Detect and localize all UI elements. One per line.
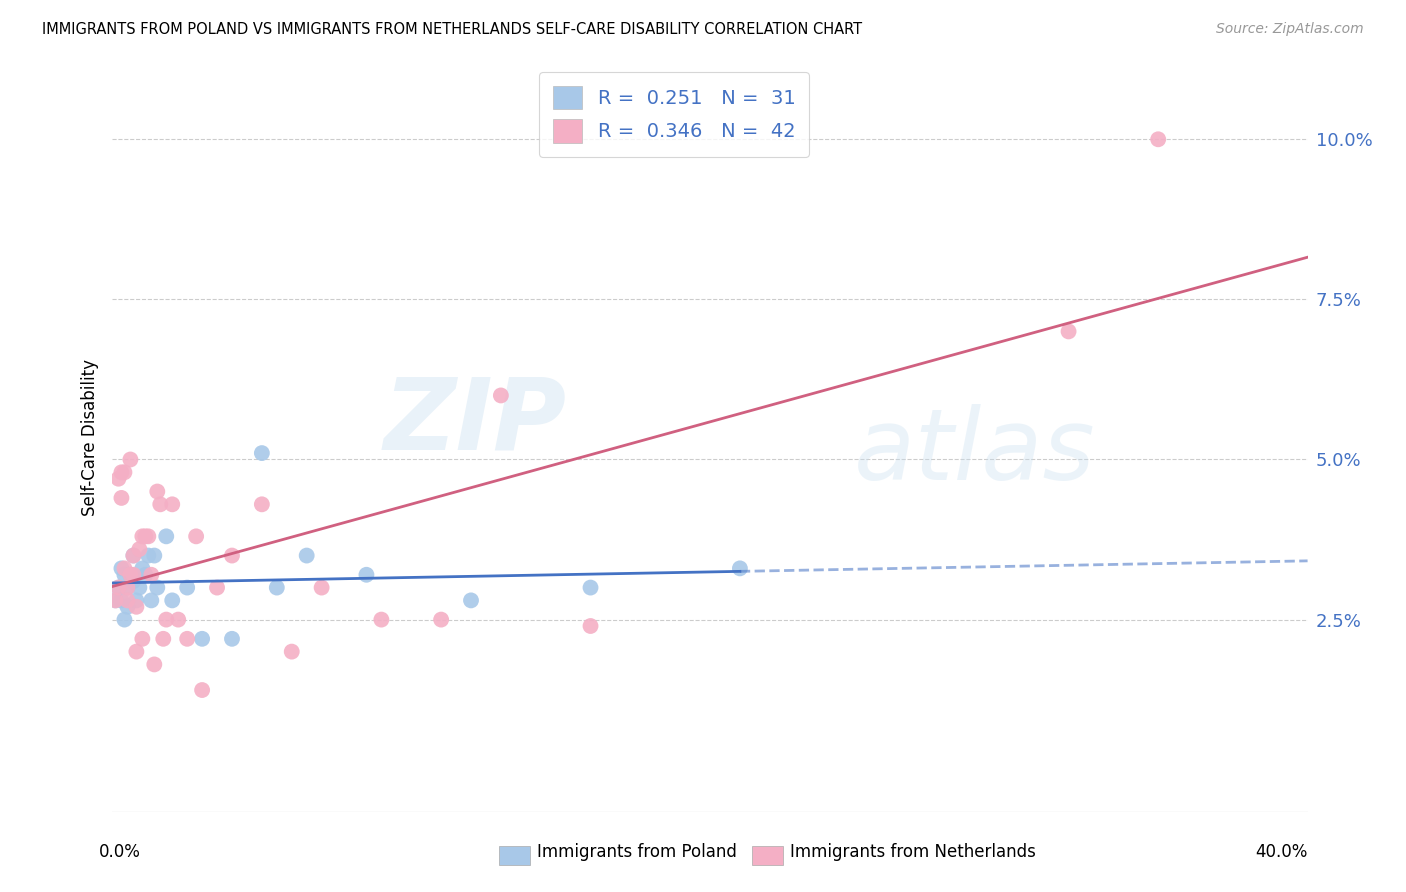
Point (114, 567, 135, 582)
Point (104, 593, 127, 607)
Point (120, 452, 142, 467)
Point (131, 632, 153, 646)
Point (266, 581, 288, 595)
Point (117, 581, 139, 595)
Point (114, 613, 135, 627)
Point (141, 593, 163, 607)
Point (128, 581, 150, 595)
Text: Immigrants from Netherlands: Immigrants from Netherlands (790, 843, 1036, 861)
Y-axis label: Self-Care Disability: Self-Care Disability (80, 359, 98, 516)
Point (138, 549, 160, 563)
Point (143, 549, 166, 563)
Point (117, 581, 139, 595)
Point (122, 574, 145, 589)
Point (460, 593, 482, 607)
Point (430, 613, 453, 627)
Text: Immigrants from Poland: Immigrants from Poland (537, 843, 737, 861)
Point (1147, 132, 1170, 146)
Point (134, 567, 156, 582)
Point (191, 632, 214, 646)
Point (138, 529, 160, 543)
Point (311, 581, 333, 595)
Point (122, 567, 145, 582)
Point (107, 581, 129, 595)
Point (110, 465, 132, 479)
Point (728, 561, 751, 575)
Point (114, 561, 135, 575)
Point (191, 683, 214, 698)
Point (152, 632, 174, 646)
Point (122, 549, 145, 563)
Point (141, 567, 163, 582)
Point (221, 632, 243, 646)
Point (128, 542, 150, 557)
Point (295, 549, 318, 563)
Point (125, 599, 148, 614)
Point (162, 593, 183, 607)
Point (155, 613, 177, 627)
Point (131, 529, 153, 543)
Point (143, 657, 166, 672)
Point (117, 599, 139, 614)
Text: 40.0%: 40.0% (1256, 843, 1308, 861)
Point (162, 497, 183, 511)
Text: IMMIGRANTS FROM POLAND VS IMMIGRANTS FROM NETHERLANDS SELF-CARE DISABILITY CORRE: IMMIGRANTS FROM POLAND VS IMMIGRANTS FRO… (42, 22, 862, 37)
Legend: R =  0.251   N =  31, R =  0.346   N =  42: R = 0.251 N = 31, R = 0.346 N = 42 (540, 72, 808, 157)
Point (125, 593, 148, 607)
Point (579, 581, 602, 595)
Text: 0.0%: 0.0% (98, 843, 141, 861)
Text: atlas: atlas (853, 403, 1095, 500)
Point (107, 581, 129, 595)
Text: ZIP: ZIP (384, 374, 567, 471)
Point (155, 529, 177, 543)
Point (120, 567, 142, 582)
Point (250, 497, 273, 511)
Point (131, 561, 153, 575)
Point (221, 549, 243, 563)
Point (205, 581, 228, 595)
Point (489, 388, 512, 402)
Point (186, 529, 208, 543)
Point (149, 497, 172, 511)
Point (114, 465, 135, 479)
Point (122, 549, 145, 563)
Point (104, 593, 127, 607)
Point (117, 593, 139, 607)
Point (167, 613, 190, 627)
Point (146, 581, 169, 595)
Point (1057, 325, 1080, 339)
Point (356, 567, 378, 582)
Point (107, 472, 129, 486)
Point (110, 561, 132, 575)
Point (579, 619, 602, 633)
Point (281, 645, 304, 659)
Point (250, 446, 273, 460)
Point (125, 645, 148, 659)
Point (176, 632, 198, 646)
Point (134, 529, 156, 543)
Point (110, 491, 132, 505)
Text: Source: ZipAtlas.com: Source: ZipAtlas.com (1216, 22, 1364, 37)
Point (370, 613, 392, 627)
Point (110, 593, 132, 607)
Point (120, 567, 142, 582)
Point (176, 581, 198, 595)
Point (146, 484, 169, 499)
